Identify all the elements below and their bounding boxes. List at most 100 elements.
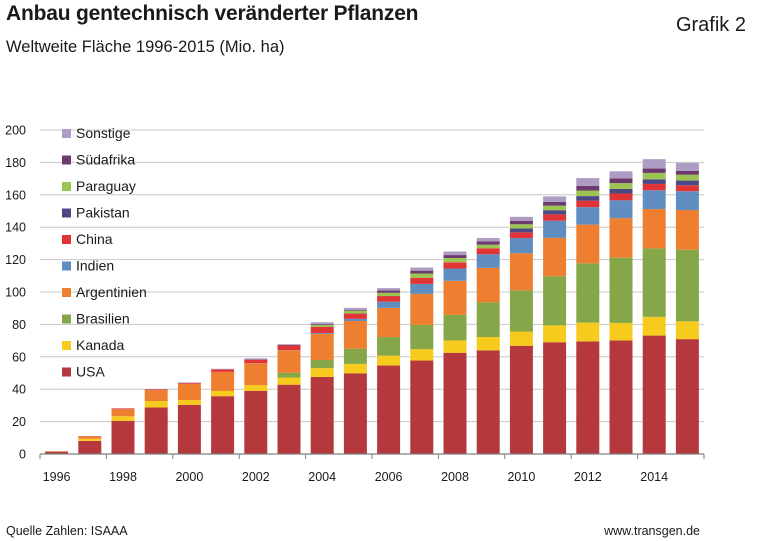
bar-segment	[476, 302, 500, 338]
bar-segment	[543, 237, 567, 277]
bar-stack-2008	[443, 251, 467, 454]
bar-segment	[78, 438, 102, 441]
bar-segment	[211, 369, 235, 372]
bar-stack-2007	[410, 267, 434, 454]
bar-segment	[476, 254, 500, 268]
bar-segment	[509, 253, 533, 291]
bar-segment	[443, 251, 467, 256]
y-tick-label: 160	[5, 188, 26, 202]
bar-segment	[675, 210, 699, 250]
bar-stack-1996	[45, 451, 69, 454]
x-tick-label: 2012	[574, 470, 602, 484]
bar-segment	[78, 436, 102, 439]
bar-segment	[642, 168, 666, 173]
bar-segment	[177, 383, 201, 401]
bar-stack-2015	[675, 162, 699, 454]
bar-segment	[277, 377, 301, 385]
bar-segment	[509, 290, 533, 332]
bar-segment	[443, 352, 467, 454]
bar-segment	[244, 390, 268, 454]
bar-segment	[543, 210, 567, 215]
y-tick-label: 60	[12, 350, 26, 364]
bar-stack-2010	[509, 216, 533, 454]
bar-segment	[144, 390, 168, 402]
bar-segment	[609, 322, 633, 341]
bar-segment	[244, 385, 268, 391]
legend-label: Argentinien	[76, 284, 147, 300]
bar-segment	[443, 314, 467, 341]
bar-segment	[576, 224, 600, 264]
legend-item: China	[62, 231, 113, 247]
bar-stack-2005	[343, 307, 367, 454]
bar-segment	[675, 249, 699, 322]
bar-segment	[642, 335, 666, 454]
bar-segment	[675, 191, 699, 211]
bar-segment	[343, 310, 367, 314]
bar-segment	[476, 337, 500, 351]
legend-swatch	[62, 288, 71, 297]
bar-segment	[443, 268, 467, 281]
x-tick-label: 2000	[175, 470, 203, 484]
bar-segment	[675, 339, 699, 454]
bar-segment	[310, 333, 334, 361]
bar-segment	[642, 159, 666, 169]
bar-segment	[277, 384, 301, 454]
y-tick-label: 0	[19, 448, 26, 462]
bar-segment	[675, 321, 699, 340]
bar-segment	[476, 244, 500, 249]
bar-segment	[410, 360, 434, 454]
bar-segment	[576, 196, 600, 201]
y-axis-tick-labels: 0 20 40 60 80 100 120 140 160 180 200	[5, 124, 26, 462]
bar-stack-1998	[111, 408, 135, 454]
legend-item: Brasilien	[62, 311, 130, 327]
bar-stack-2009	[476, 238, 500, 454]
x-tick-label: 2008	[441, 470, 469, 484]
bar-segment	[410, 273, 434, 278]
bar-segment	[310, 332, 334, 334]
y-tick-label: 20	[12, 415, 26, 429]
bar-segment	[377, 301, 401, 308]
bar-segment	[410, 277, 434, 284]
bar-segment	[343, 348, 367, 364]
bar-segment	[343, 318, 367, 321]
bar-segment	[642, 190, 666, 210]
bar-segment	[609, 193, 633, 201]
bar-segment	[310, 326, 334, 333]
bar-segment	[642, 183, 666, 191]
bar-segment	[310, 324, 334, 326]
bar-stack-2013	[609, 171, 633, 454]
chart-subtitle: Weltweite Fläche 1996-2015 (Mio. ha)	[6, 38, 285, 56]
bar-segment	[609, 171, 633, 179]
legend-item: Indien	[62, 258, 114, 274]
bar-segment	[310, 368, 334, 377]
bar-segment	[609, 340, 633, 454]
legend-item: Pakistan	[62, 205, 130, 221]
legend-label: Pakistan	[76, 205, 130, 221]
bar-segment	[377, 288, 401, 291]
y-tick-label: 40	[12, 383, 26, 397]
legend-item: Südafrika	[62, 152, 135, 168]
bar-segment	[377, 365, 401, 454]
bar-segment	[576, 190, 600, 197]
bar-segment	[509, 232, 533, 239]
bar-segment	[177, 404, 201, 454]
x-tick-label: 2014	[640, 470, 668, 484]
bar-segment	[642, 179, 666, 184]
x-tick-label: 2006	[375, 470, 403, 484]
x-tick-label: 2002	[242, 470, 270, 484]
bar-segment	[377, 307, 401, 338]
bar-segment	[642, 209, 666, 249]
legend-item: Kanada	[62, 337, 124, 353]
legend-swatch	[62, 129, 71, 138]
bar-segment	[476, 241, 500, 245]
website-link[interactable]: www.transgen.de	[604, 524, 700, 538]
bar-segment	[45, 451, 69, 454]
legend-label: Paraguay	[76, 178, 136, 194]
bar-segment	[343, 309, 367, 311]
bar-segment	[476, 238, 500, 242]
bar-segment	[576, 200, 600, 208]
bar-segment	[642, 172, 666, 180]
legend-item: Sonstige	[62, 125, 131, 141]
bar-segment	[476, 350, 500, 454]
chart-title: Anbau gentechnisch veränderter Pflanzen	[6, 2, 419, 25]
